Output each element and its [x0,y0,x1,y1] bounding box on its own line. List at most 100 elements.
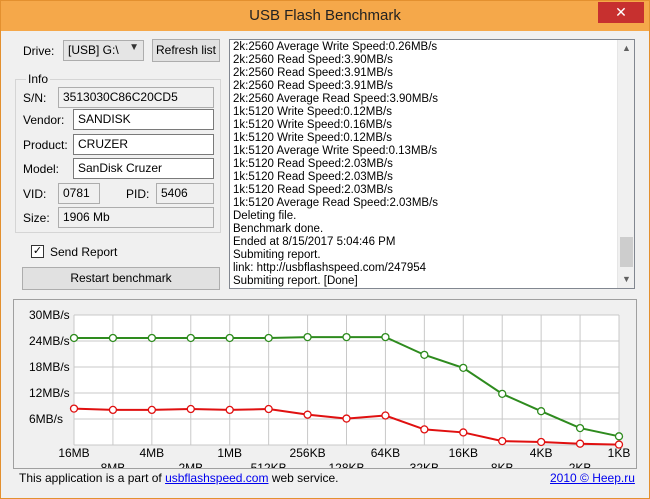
product-field[interactable]: CRUZER [73,134,214,155]
sn-label: S/N: [23,91,47,105]
read-series-point [303,332,312,342]
speed-chart: 30MB/s 24MB/s 18MB/s 12MB/s 6MB/s 16MB 8MB 4MB 2… [29,308,630,468]
read-series-point [225,333,234,343]
vid-label: VID: [23,187,47,201]
y-tick-label: 12MB/s [29,386,70,400]
log-line: 2k:2560 Read Speed:3.91MB/s [233,80,393,92]
copyright-link[interactable]: 2010 © Heep.ru [550,471,635,485]
read-series-point [342,332,351,342]
log-line: Benchmark done. [233,223,324,235]
log-line: 1k:5120 Read Speed:2.03MB/s [233,158,393,170]
model-label: Model: [23,162,60,176]
log-line: Submiting report. [233,249,321,261]
x-tick-label: 1MB [217,446,242,460]
checkmark-icon: ✓ [32,245,43,257]
restart-benchmark-button[interactable]: Restart benchmark [22,267,220,290]
log-line: 1k:5120 Write Speed:0.12MB/s [233,132,392,144]
scroll-down-icon[interactable]: ▼ [622,274,631,284]
window-title: USB Flash Benchmark [249,7,401,24]
read-series-point [147,333,157,343]
x-tick-label: 8KB [491,461,514,468]
vid-field: 0781 [58,183,100,204]
read-series-point [575,423,585,433]
usbflashspeed-link[interactable]: usbflashspeed.com [165,471,269,485]
log-scrollbar[interactable]: ▲ ▼ [617,40,634,288]
x-tick-label: 4KB [530,446,553,460]
read-series-point [108,333,118,343]
x-tick-label: 64KB [371,446,400,460]
drive-select-value: [USB] G:\ [68,43,119,57]
log-line: 2k:2560 Average Read Speed:3.90MB/s [233,93,439,105]
x-tick-label: 256KB [290,446,326,460]
drive-select[interactable]: [USB] G:\ ▼ [63,40,144,61]
x-tick-label: 128KB [328,461,364,468]
log-line: 2k:2560 Read Speed:3.90MB/s [233,54,393,66]
pid-field: 5406 [156,183,214,204]
scrollbar-thumb[interactable] [620,237,633,267]
log-line: Submiting report. [Done] [233,275,358,287]
write-series-point [614,440,624,449]
size-field: 1906 Mb [58,207,214,228]
title-bar[interactable]: USB Flash Benchmark ✕ [1,1,649,31]
footer-text: This application is a part of usbflashsp… [19,471,339,485]
chevron-down-icon: ▼ [129,42,139,53]
close-icon: ✕ [615,4,627,20]
footer-text-before: This application is a part of [19,471,166,485]
vendor-label: Vendor: [23,113,65,127]
read-series-point [420,350,429,360]
x-tick-label: 16KB [449,446,478,460]
vendor-field[interactable]: SANDISK [73,109,214,130]
log-line: 1k:5120 Read Speed:2.03MB/s [233,171,393,183]
x-tick-label: 2KB [569,461,592,468]
refresh-list-button[interactable]: Refresh list [152,39,220,62]
write-series-point [264,404,273,414]
log-line: 1k:5120 Average Write Speed:0.13MB/s [233,145,438,157]
product-label: Product: [23,138,68,152]
log-lines: 2k:2560 Average Write Speed:0.26MB/s 2k:… [230,40,634,288]
write-series-point [225,405,234,415]
info-group-label: Info [26,72,51,86]
log-line: 2k:2560 Read Speed:3.91MB/s [233,67,393,79]
footer-text-after: web service. [268,471,339,485]
log-line: 2k:2560 Average Write Speed:0.26MB/s [233,41,438,53]
y-tick-label: 18MB/s [29,360,70,374]
y-tick-label: 30MB/s [29,308,70,322]
write-series-point [108,405,118,415]
client-area: Drive: [USB] G:\ ▼ Refresh list Info S/N… [8,31,642,492]
x-tick-label: 4MB [140,446,165,460]
write-series-point [575,439,585,448]
send-report-label: Send Report [50,245,118,259]
chart-panel: 30MB/s 24MB/s 18MB/s 12MB/s 6MB/s 16MB 8MB 4MB 2… [13,299,637,469]
read-series-point [264,333,273,343]
send-report-checkbox[interactable]: ✓ [31,245,44,258]
model-field[interactable]: SanDisk Cruzer [73,158,214,179]
info-group [15,79,221,233]
scroll-up-icon[interactable]: ▲ [622,43,631,53]
sn-field: 3513030C86C20CD5 [58,87,214,108]
write-series-point [303,410,312,419]
log-line: 1k:5120 Average Read Speed:2.03MB/s [233,197,439,209]
log-line: 1k:5120 Read Speed:2.03MB/s [233,184,393,196]
close-button[interactable]: ✕ [598,2,644,23]
read-series-point [381,332,390,342]
read-series-point [536,407,546,416]
write-series-point [420,425,429,434]
log-textbox[interactable]: 2k:2560 Average Write Speed:0.26MB/s 2k:… [229,39,635,289]
read-series-point [614,432,624,441]
log-line: 1k:5120 Write Speed:0.16MB/s [233,119,392,131]
write-series-point [342,414,351,423]
write-series-point [536,437,546,447]
write-series-point [186,404,195,414]
size-label: Size: [23,211,50,225]
write-series-point [498,436,507,446]
y-tick-label: 6MB/s [29,412,63,426]
write-series-point [147,405,157,415]
log-line: Deleting file. [233,210,297,222]
x-tick-label: 32KB [410,461,439,468]
write-series-point [381,411,390,420]
read-series-point [498,389,507,399]
x-tick-label: 16MB [58,446,89,460]
read-series-point [459,363,468,373]
write-series-point [459,428,468,437]
